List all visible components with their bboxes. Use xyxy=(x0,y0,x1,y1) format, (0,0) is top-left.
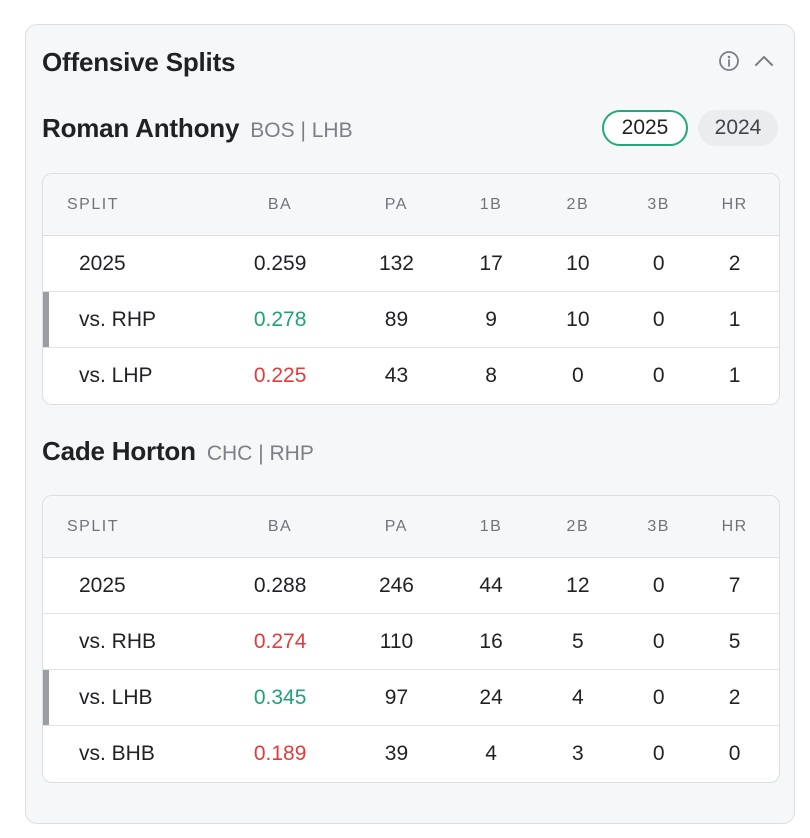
table-row[interactable]: vs. RHP 0.278 89 9 10 0 1 xyxy=(43,292,779,348)
triples-cell: 0 xyxy=(652,573,665,597)
ba-cell: 0.288 xyxy=(253,573,307,597)
doubles-cell: 12 xyxy=(566,573,590,597)
table-header: SPLIT BA PA 1B 2B 3B HR xyxy=(43,496,779,558)
table-row[interactable]: vs. RHB 0.274 110 16 5 0 5 xyxy=(43,614,779,670)
singles-cell: 4 xyxy=(485,742,497,765)
batter-team: BOS xyxy=(250,119,295,142)
col-ba[interactable]: BA xyxy=(267,517,293,535)
pa-cell: 89 xyxy=(384,307,409,331)
table-row[interactable]: vs. BHB 0.189 39 4 3 0 0 xyxy=(43,726,779,782)
ba-cell: 0.189 xyxy=(253,742,307,765)
panel-header-actions xyxy=(718,49,776,73)
col-pa[interactable]: PA xyxy=(384,517,408,535)
triples-cell: 0 xyxy=(652,742,665,765)
doubles-cell: 10 xyxy=(566,307,590,331)
pitcher-meta: CHC | RHP xyxy=(207,442,314,465)
batter-separator: | xyxy=(300,119,306,142)
pitcher-hand: RHP xyxy=(269,442,314,465)
pa-cell: 110 xyxy=(379,629,414,653)
triples-cell: 0 xyxy=(652,629,665,653)
batter-splits-table: SPLIT BA PA 1B 2B 3B HR 2025 0.259 132 17 10… xyxy=(42,173,780,405)
season-2024-button[interactable]: 2024 xyxy=(698,110,778,146)
table-header: SPLIT BA PA 1B 2B 3B HR xyxy=(43,174,779,236)
batter-meta: BOS | LHB xyxy=(250,119,352,142)
season-2025-button[interactable]: 2025 xyxy=(602,110,688,146)
hr-cell: 1 xyxy=(728,307,741,331)
pitcher-team: CHC xyxy=(206,442,253,465)
singles-cell: 9 xyxy=(485,307,497,331)
col-2b[interactable]: 2B xyxy=(566,517,590,535)
info-icon[interactable] xyxy=(718,50,740,72)
ba-cell: 0.225 xyxy=(253,364,307,387)
split-cell: 2025 xyxy=(79,251,126,275)
table-row[interactable]: vs. LHP 0.225 43 8 0 0 1 xyxy=(43,348,779,404)
singles-cell: 16 xyxy=(479,629,503,653)
split-cell: vs. BHB xyxy=(79,742,155,765)
table-row[interactable]: 2025 0.259 132 17 10 0 2 xyxy=(43,236,779,292)
col-2b[interactable]: 2B xyxy=(566,195,590,213)
col-split[interactable]: SPLIT xyxy=(67,517,119,535)
triples-cell: 0 xyxy=(652,307,665,331)
hr-cell: 2 xyxy=(728,685,741,709)
singles-cell: 8 xyxy=(485,364,497,387)
hr-cell: 1 xyxy=(728,364,741,387)
col-hr[interactable]: HR xyxy=(721,517,748,535)
panel-title: Offensive Splits xyxy=(42,47,236,77)
batter-rows: 2025 0.259 132 17 10 0 2 vs. RHP 0.278 89 9 10 0 1 vs.… xyxy=(43,236,779,404)
singles-cell: 24 xyxy=(479,685,503,709)
hr-cell: 0 xyxy=(728,742,741,765)
triples-cell: 0 xyxy=(652,364,665,387)
table-row[interactable]: 2025 0.288 246 44 12 0 7 xyxy=(43,558,779,614)
pa-cell: 43 xyxy=(384,364,409,387)
pa-cell: 97 xyxy=(384,685,409,709)
ba-cell: 0.274 xyxy=(253,629,307,653)
doubles-cell: 3 xyxy=(572,742,584,765)
pa-cell: 132 xyxy=(378,251,414,275)
doubles-cell: 10 xyxy=(566,251,590,275)
split-cell: vs. RHB xyxy=(79,629,157,653)
split-cell: 2025 xyxy=(79,573,126,597)
hr-cell: 7 xyxy=(728,573,741,597)
split-cell: vs. RHP xyxy=(79,307,157,331)
season-toggle: 2025 2024 xyxy=(602,110,778,146)
chevron-up-icon[interactable] xyxy=(752,49,776,73)
pa-cell: 246 xyxy=(378,573,414,597)
pitcher-splits-table: SPLIT BA PA 1B 2B 3B HR 2025 0.288 246 44 12… xyxy=(42,495,780,783)
singles-cell: 17 xyxy=(479,251,503,275)
col-ba[interactable]: BA xyxy=(267,195,293,213)
split-cell: vs. LHB xyxy=(79,685,153,709)
col-1b[interactable]: 1B xyxy=(479,195,503,213)
triples-cell: 0 xyxy=(652,251,665,275)
hr-cell: 5 xyxy=(728,629,741,653)
col-3b[interactable]: 3B xyxy=(647,195,670,213)
offensive-splits-panel: Offensive Splits Roman Anthony BOS | LHB… xyxy=(25,24,795,824)
pitcher-heading: Cade Horton CHC | RHP xyxy=(42,436,314,467)
batter-heading: Roman Anthony BOS | LHB xyxy=(42,113,353,144)
doubles-cell: 4 xyxy=(572,685,584,709)
triples-cell: 0 xyxy=(652,685,665,709)
table-row[interactable]: vs. LHB 0.345 97 24 4 0 2 xyxy=(43,670,779,726)
singles-cell: 44 xyxy=(479,573,503,597)
batter-name: Roman Anthony xyxy=(42,113,240,143)
col-3b[interactable]: 3B xyxy=(647,517,670,535)
doubles-cell: 0 xyxy=(572,364,584,387)
batter-hand: LHB xyxy=(311,119,353,142)
col-pa[interactable]: PA xyxy=(384,195,408,213)
pitcher-name: Cade Horton xyxy=(42,436,196,466)
col-split[interactable]: SPLIT xyxy=(67,195,119,213)
hr-cell: 2 xyxy=(728,251,741,275)
pitcher-rows: 2025 0.288 246 44 12 0 7 vs. RHB 0.274 110 16 5 0 5 vs… xyxy=(43,558,779,782)
split-cell: vs. LHP xyxy=(79,364,153,387)
col-hr[interactable]: HR xyxy=(721,195,748,213)
doubles-cell: 5 xyxy=(572,629,584,653)
ba-cell: 0.345 xyxy=(253,685,307,709)
col-1b[interactable]: 1B xyxy=(479,517,503,535)
pa-cell: 39 xyxy=(384,742,409,765)
ba-cell: 0.278 xyxy=(253,307,307,331)
pitcher-separator: | xyxy=(258,442,264,465)
ba-cell: 0.259 xyxy=(253,251,307,275)
